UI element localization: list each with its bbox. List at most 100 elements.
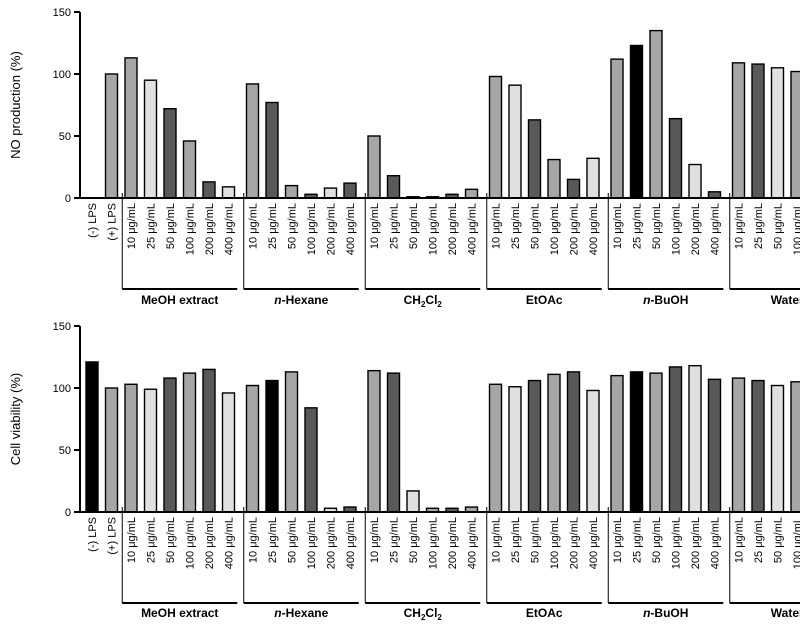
bar xyxy=(629,44,644,199)
cell-viability-chart: 0 50 100 150 Cell viability (%) (-) LPS (+) LP… xyxy=(8,321,800,622)
category-label: 100 μg/mL xyxy=(792,517,800,569)
bar xyxy=(367,369,381,513)
category-label: 400 μg/mL xyxy=(588,517,600,569)
group-label: MeOH extract xyxy=(141,606,218,620)
y-tick-label: 100 xyxy=(53,383,71,395)
y-tick-label: 100 xyxy=(53,69,71,81)
bar xyxy=(265,379,279,513)
category-label: 100 μg/mL xyxy=(792,203,800,255)
bar xyxy=(610,58,624,199)
category-label: 100 μg/mL xyxy=(671,203,683,255)
bar xyxy=(202,368,216,513)
bar xyxy=(649,29,663,199)
bar xyxy=(85,361,99,513)
category-label: 10 μg/mL xyxy=(248,203,260,249)
group-label: EtOAc xyxy=(526,293,563,307)
category-label: 50 μg/mL xyxy=(773,517,785,563)
category-label: 10 μg/mL xyxy=(126,203,138,249)
category-label: 10 μg/mL xyxy=(491,203,503,249)
group-label: n-Hexane xyxy=(274,293,328,307)
category-label: 50 μg/mL xyxy=(408,517,420,563)
category-label: 100 μg/mL xyxy=(185,203,197,255)
category-label: 200 μg/mL xyxy=(204,203,216,255)
category-label: 200 μg/mL xyxy=(447,517,459,569)
category-label: 25 μg/mL xyxy=(267,203,279,249)
category-label: 50 μg/mL xyxy=(287,203,299,249)
group-label: CH2Cl2 xyxy=(404,606,443,622)
bar xyxy=(610,374,624,513)
bar xyxy=(731,377,746,513)
category-label: 25 μg/mL xyxy=(389,203,401,249)
bar xyxy=(182,140,197,199)
no-production-chart: 0 50 100 150 NO production (%) (-) LPS (+) LPS… xyxy=(8,7,800,309)
bar xyxy=(547,158,561,199)
category-label: 100 μg/mL xyxy=(306,203,318,255)
category-label: 100 μg/mL xyxy=(428,203,440,255)
category-label: 25 μg/mL xyxy=(753,203,765,249)
category-label: 100 μg/mL xyxy=(671,517,683,569)
category-label: 10 μg/mL xyxy=(126,517,138,563)
bar xyxy=(586,157,600,199)
category-label: 200 μg/mL xyxy=(326,517,338,569)
category-label: (-) LPS xyxy=(87,203,99,238)
bar xyxy=(629,371,644,513)
category-label: 100 μg/mL xyxy=(306,517,318,569)
category-label: 400 μg/mL xyxy=(224,517,236,569)
group-label: n-BuOH xyxy=(643,606,688,620)
bar xyxy=(367,135,381,199)
bar xyxy=(163,108,177,199)
bar xyxy=(104,73,119,199)
bar xyxy=(508,84,522,199)
category-label: (+) LPS xyxy=(107,517,119,555)
category-label: 200 μg/mL xyxy=(690,517,702,569)
bar xyxy=(202,181,216,199)
bar xyxy=(566,178,581,199)
bar xyxy=(751,63,765,199)
category-label: 10 μg/mL xyxy=(369,517,381,563)
bar xyxy=(527,379,542,513)
y-tick-label: 150 xyxy=(53,321,71,333)
group-label: n-BuOH xyxy=(643,293,688,307)
group-label: MeOH extract xyxy=(141,293,218,307)
bar xyxy=(245,384,260,513)
bar xyxy=(731,62,746,199)
bar xyxy=(124,57,138,199)
bar xyxy=(104,387,119,513)
category-label: 50 μg/mL xyxy=(165,203,177,249)
bar xyxy=(406,490,420,513)
bar xyxy=(143,388,158,513)
category-label: 400 μg/mL xyxy=(588,203,600,255)
category-label: 25 μg/mL xyxy=(632,203,644,249)
category-label: 10 μg/mL xyxy=(734,203,746,249)
category-label: 200 μg/mL xyxy=(204,517,216,569)
category-label: 10 μg/mL xyxy=(734,517,746,563)
bar xyxy=(508,386,522,513)
bar xyxy=(566,371,581,513)
group-label: Water xyxy=(771,293,800,307)
bar xyxy=(488,75,503,199)
bar xyxy=(265,101,279,199)
bar xyxy=(143,79,158,199)
bar xyxy=(688,364,702,513)
category-label: 25 μg/mL xyxy=(510,203,522,249)
category-label: 25 μg/mL xyxy=(632,517,644,563)
category-label: 200 μg/mL xyxy=(569,517,581,569)
y-tick-label: 50 xyxy=(59,131,71,143)
category-label: 100 μg/mL xyxy=(428,517,440,569)
category-label: 50 μg/mL xyxy=(530,203,542,249)
bar xyxy=(488,383,503,513)
category-label: 25 μg/mL xyxy=(510,517,522,563)
category-label: 50 μg/mL xyxy=(773,203,785,249)
y-tick-label: 0 xyxy=(65,507,71,519)
bar xyxy=(751,379,765,513)
category-label: 200 μg/mL xyxy=(690,203,702,255)
bar xyxy=(527,119,542,199)
bar xyxy=(790,70,800,199)
category-label: 200 μg/mL xyxy=(326,203,338,255)
bar xyxy=(124,383,138,513)
bar xyxy=(221,186,236,199)
bar xyxy=(386,372,401,513)
category-label: 25 μg/mL xyxy=(146,517,158,563)
bar xyxy=(688,163,702,199)
y-axis-title: NO production (%) xyxy=(8,51,23,159)
